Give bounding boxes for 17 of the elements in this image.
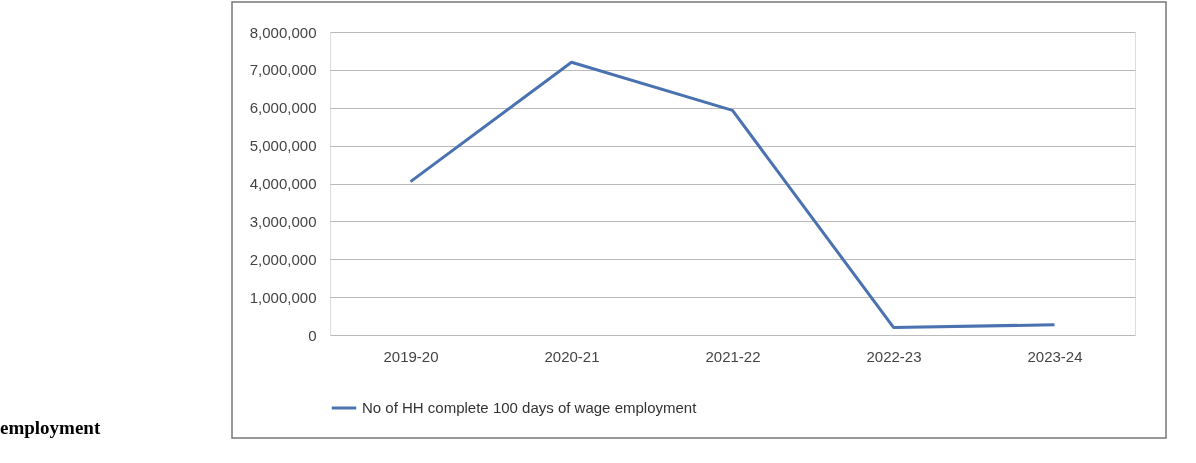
y-tick-label: 6,000,000 <box>249 99 317 117</box>
y-tick-label: 1,000,000 <box>249 288 317 306</box>
x-tick-label: 2023-24 <box>1027 347 1083 365</box>
x-tick-label: 2019-20 <box>383 347 439 365</box>
legend-label: No of HH complete 100 days of wage employment <box>362 399 698 416</box>
y-tick-label: 3,000,000 <box>249 212 317 230</box>
y-tick-label: 0 <box>308 326 317 344</box>
y-tick-label: 5,000,000 <box>249 137 317 155</box>
line-series <box>409 60 1056 329</box>
y-tick-label: 4,000,000 <box>249 175 317 192</box>
x-tick-label: 2022-23 <box>866 347 922 365</box>
x-tick-label: 2021-22 <box>705 347 761 365</box>
y-tick-label: 7,000,000 <box>249 61 317 79</box>
text: employment <box>0 417 101 438</box>
y-tick-label: 8,000,000 <box>249 23 317 41</box>
y-tick-label: 2,000,000 <box>249 250 317 268</box>
x-tick-label: 2020-21 <box>544 347 600 365</box>
